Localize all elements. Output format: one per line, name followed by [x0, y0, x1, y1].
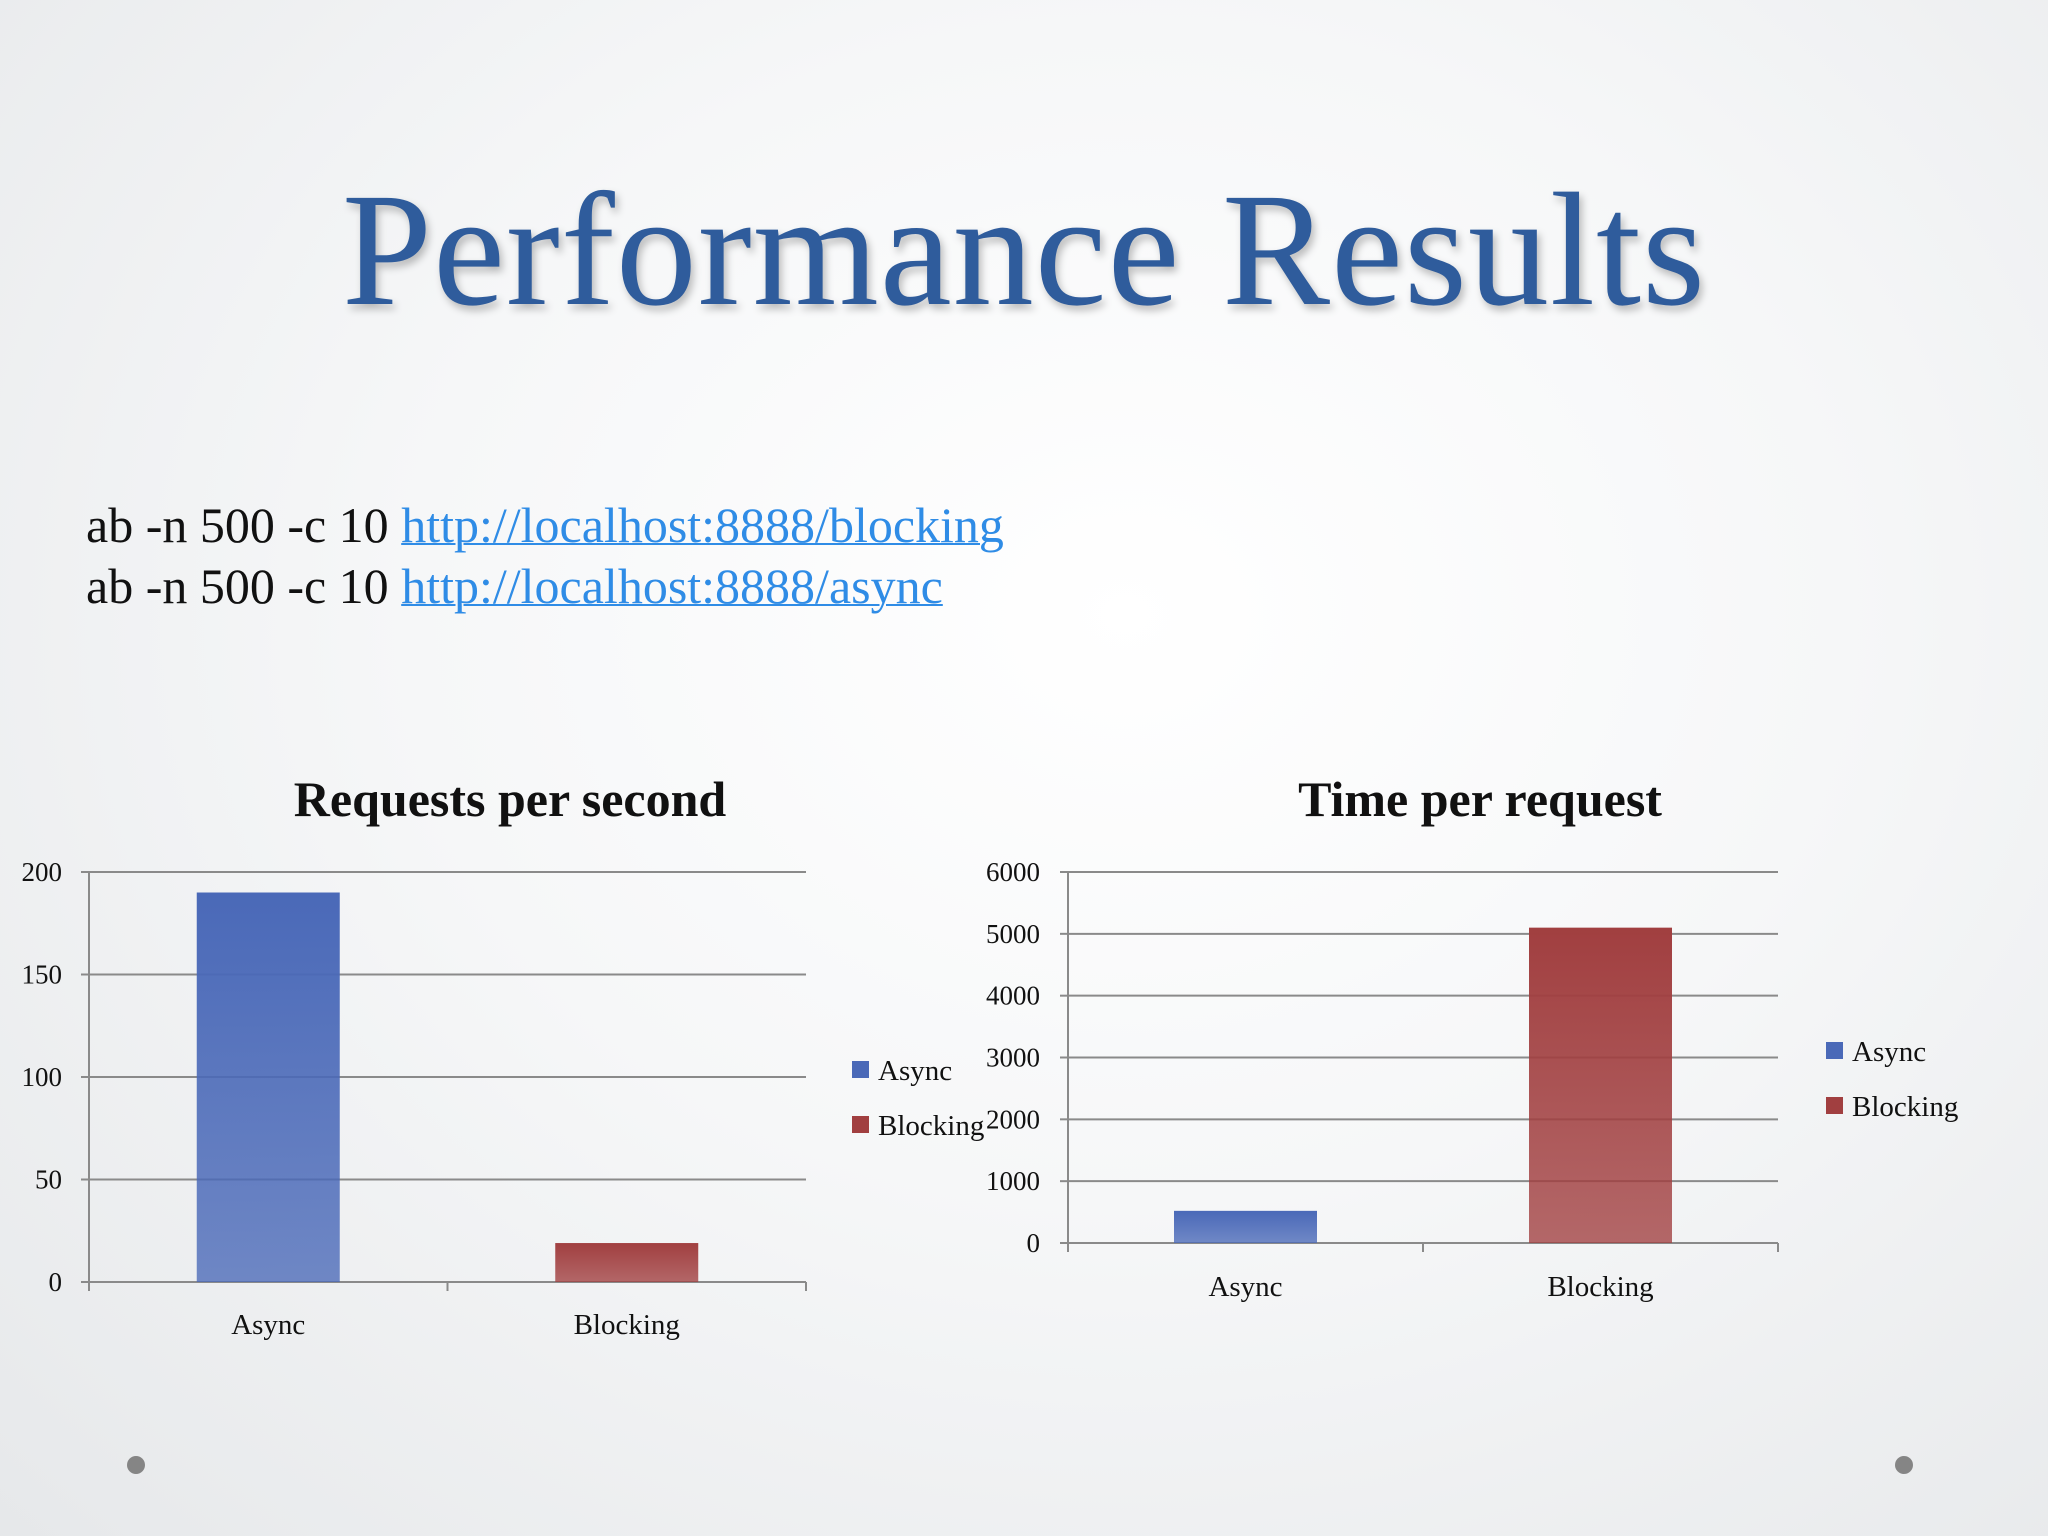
chart-title-time-per-request: Time per request — [1298, 771, 1662, 827]
bullet-dot-left — [127, 1456, 145, 1474]
y-tick-label: 5000 — [986, 919, 1040, 949]
blocking-url-link[interactable]: http://localhost:8888/blocking — [401, 497, 1004, 553]
command-block: ab -n 500 -c 10 http://localhost:8888/bl… — [86, 495, 1004, 617]
chart-title-requests-per-second: Requests per second — [293, 771, 727, 827]
bullet-dot-right — [1895, 1456, 1913, 1474]
legend-swatch-blocking — [1826, 1097, 1843, 1114]
legend-label-async: Async — [878, 1055, 952, 1087]
command-prefix: ab -n 500 -c 10 — [86, 558, 402, 614]
y-tick-label: 100 — [22, 1062, 63, 1092]
y-tick-label: 0 — [1027, 1228, 1041, 1258]
y-tick-label: 1000 — [986, 1166, 1040, 1196]
y-tick-label: 150 — [22, 960, 63, 990]
bar-async — [1174, 1210, 1317, 1243]
legend-swatch-async — [852, 1061, 869, 1078]
legend-label-blocking: Blocking — [878, 1110, 984, 1142]
command-prefix: ab -n 500 -c 10 — [86, 497, 402, 553]
x-category-label: Blocking — [1547, 1271, 1653, 1303]
command-line-async: ab -n 500 -c 10 http://localhost:8888/as… — [86, 556, 1004, 617]
y-tick-label: 50 — [35, 1165, 62, 1195]
bar-blocking — [1529, 927, 1672, 1243]
y-tick-label: 2000 — [986, 1104, 1040, 1134]
command-line-blocking: ab -n 500 -c 10 http://localhost:8888/bl… — [86, 495, 1004, 556]
y-tick-label: 200 — [22, 857, 63, 887]
async-url-link[interactable]: http://localhost:8888/async — [401, 558, 943, 614]
y-tick-label: 0 — [49, 1267, 63, 1297]
legend-swatch-blocking — [852, 1116, 869, 1133]
y-tick-label: 6000 — [986, 857, 1040, 887]
x-category-label: Blocking — [574, 1309, 680, 1341]
y-tick-label: 3000 — [986, 1043, 1040, 1073]
legend-label-async: Async — [1852, 1036, 1926, 1068]
slide-title: Performance Results — [341, 161, 1707, 340]
bar-async — [196, 892, 340, 1282]
y-tick-label: 4000 — [986, 981, 1040, 1011]
x-category-label: Async — [231, 1309, 305, 1341]
legend-label-blocking: Blocking — [1852, 1091, 1958, 1123]
x-category-label: Async — [1208, 1271, 1282, 1303]
bar-blocking — [555, 1243, 699, 1282]
legend-swatch-async — [1826, 1042, 1843, 1059]
